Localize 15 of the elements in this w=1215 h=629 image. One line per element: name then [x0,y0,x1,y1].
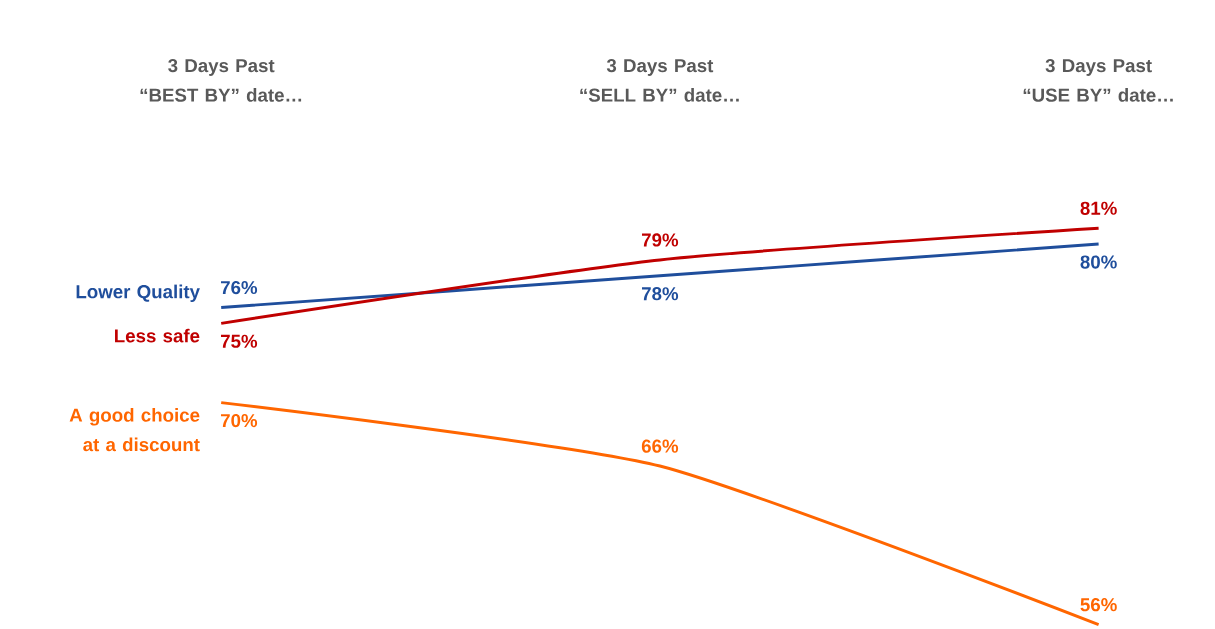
x-tick-label: 3 Days Past “SELL BY” date… [580,59,739,102]
data-label: 76% [221,281,258,295]
series-label: Less safe [115,329,200,343]
data-label: 75% [221,334,258,349]
x-tick-label: 3 Days Past “BEST BY” date… [140,59,302,102]
data-label: 56% [1080,598,1117,612]
data-label: 78% [642,287,679,301]
series-label: A good choice at a discount [69,408,200,452]
data-label: 66% [641,439,679,453]
data-label: 70% [221,414,258,428]
x-tick-label: 3 Days Past “USE BY” date… [1023,59,1173,102]
series-label: Lower Quality [76,284,200,303]
data-label: 79% [642,233,679,247]
data-label: 80% [1080,255,1117,269]
data-label: 81% [1080,201,1117,216]
